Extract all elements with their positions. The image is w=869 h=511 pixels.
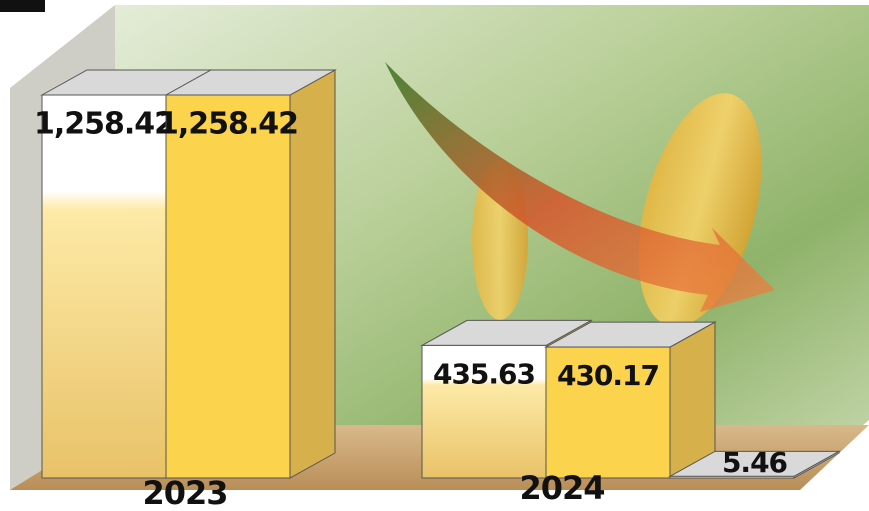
bar-front bbox=[421, 344, 547, 479]
value-label: 435.63 bbox=[433, 357, 535, 390]
x-tick-label: 2024 bbox=[519, 469, 604, 507]
trend-arrow bbox=[385, 62, 775, 312]
bar bbox=[164, 69, 337, 479]
value-label: 430.17 bbox=[557, 359, 659, 392]
value-label: 1,258.42 bbox=[158, 107, 298, 142]
corner-block bbox=[0, 0, 45, 12]
value-label: 1,258.42 bbox=[34, 107, 174, 142]
bar-front bbox=[41, 94, 167, 479]
bar-front bbox=[545, 346, 671, 479]
bar-front bbox=[669, 475, 795, 479]
bar bbox=[668, 450, 841, 479]
bar bbox=[544, 321, 717, 479]
bar-front bbox=[165, 94, 291, 479]
value-label: 5.46 bbox=[722, 446, 787, 479]
x-tick-label: 2023 bbox=[142, 474, 227, 511]
bars: 1,258.421,258.42 435.63 430.17 5.46 bbox=[34, 69, 841, 479]
